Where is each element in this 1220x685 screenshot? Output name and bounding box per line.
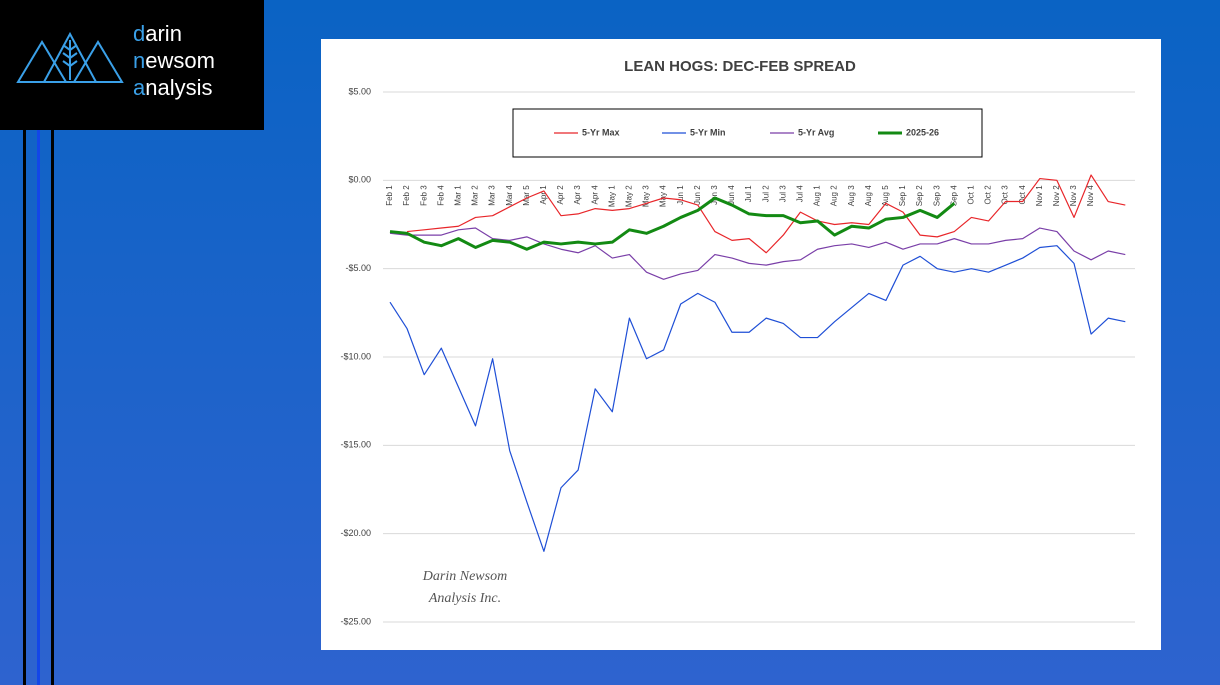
y-tick-label: -$20.00 [340,528,371,538]
x-tick-label: Sep 4 [949,185,958,206]
x-tick-label: May 1 [607,185,616,207]
series-line [389,227,1126,280]
y-tick-label: -$15.00 [340,440,371,450]
x-tick-label: Sep 3 [932,185,941,206]
series-line [389,196,956,251]
chart: LEAN HOGS: DEC-FEB SPREAD Darin Newsom A… [340,58,1135,626]
logo-text: darin newsom analysis [133,20,215,101]
x-tick-label: Nov 1 [1035,185,1044,206]
legend-label: 2025-26 [906,127,939,137]
x-tick-label: Mar 5 [522,185,531,206]
x-tick-label: Nov 3 [1069,185,1078,206]
watermark: Analysis Inc. [428,591,501,606]
y-tick-label: -$25.00 [340,616,371,626]
y-tick-label: $5.00 [348,86,371,96]
watermark: Darin Newsom [422,569,507,584]
x-tick-label: Jun 3 [710,185,719,205]
logo-line: analysis [133,75,213,100]
x-tick-label: Aug 3 [847,185,856,206]
x-tick-label: Jun 1 [676,185,685,205]
x-tick-label: Aug 2 [830,185,839,206]
x-tick-label: Jul 1 [744,185,753,202]
x-tick-label: Sep 1 [898,185,907,206]
x-tick-label: Sep 2 [915,185,924,206]
logo-icon [16,31,124,83]
x-tick-label: Jul 2 [761,185,770,202]
legend-label: 5-Yr Avg [798,127,834,137]
x-tick-label: Jul 4 [796,185,805,202]
logo-line: darin [133,21,182,46]
x-tick-label: Mar 2 [471,185,480,206]
series-line [407,174,1126,254]
x-tick-label: Jun 4 [727,185,736,205]
x-tick-label: Apr 3 [573,185,582,205]
x-tick-label: Feb 1 [385,185,394,206]
decor-bar [51,130,54,685]
x-tick-label: Aug 1 [813,185,822,206]
x-tick-label: Nov 2 [1052,185,1061,206]
decor-bar [37,130,40,685]
x-tick-label: Jul 3 [778,185,787,202]
x-tick-label: Nov 4 [1086,185,1095,206]
x-tick-label: Oct 3 [1001,185,1010,205]
y-tick-label: -$10.00 [340,351,371,361]
x-tick-label: Oct 1 [967,185,976,205]
x-tick-label: Mar 4 [505,185,514,206]
x-tick-label: May 2 [625,185,634,207]
x-tick-label: May 4 [659,185,668,207]
x-tick-label: Mar 1 [454,185,463,206]
x-tick-label: Feb 2 [402,185,411,206]
decor-bar [23,130,26,685]
x-tick-label: Feb 3 [419,185,428,206]
chart-panel: LEAN HOGS: DEC-FEB SPREAD Darin Newsom A… [321,39,1161,650]
legend-box [512,108,983,158]
x-tick-label: Mar 3 [488,185,497,206]
chart-title: LEAN HOGS: DEC-FEB SPREAD [624,58,856,75]
logo-line: newsom [133,48,215,73]
x-tick-label: Feb 4 [436,185,445,206]
x-tick-label: Aug 5 [881,185,890,206]
x-tick-label: Apr 1 [539,185,548,205]
series-line [389,245,1126,552]
legend-label: 5-Yr Min [690,127,726,137]
y-tick-label: -$5.00 [345,263,371,273]
x-tick-label: Oct 2 [984,185,993,205]
x-tick-label: May 3 [642,185,651,207]
x-tick-label: Oct 4 [1018,185,1027,205]
y-tick-label: $0.00 [348,175,371,185]
x-tick-label: Apr 4 [590,185,599,205]
legend-label: 5-Yr Max [582,127,620,137]
x-tick-label: Aug 4 [864,185,873,206]
x-tick-label: Jun 2 [693,185,702,205]
x-tick-label: Apr 2 [556,185,565,205]
logo: darin newsom analysis [0,0,264,130]
